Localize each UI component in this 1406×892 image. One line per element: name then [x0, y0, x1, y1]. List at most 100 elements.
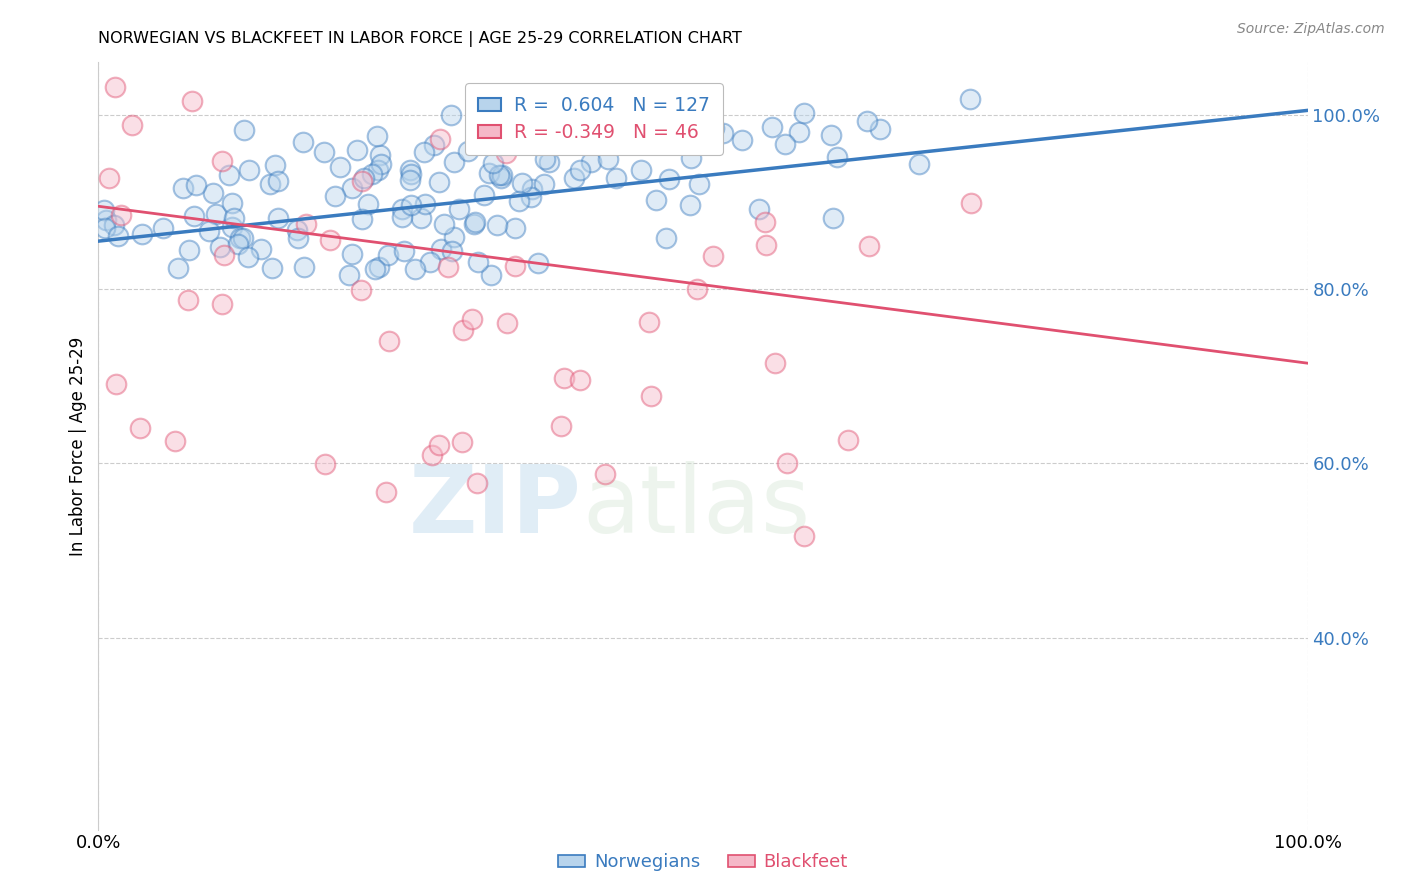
Point: [342, 180, 364, 194]
Point: [787, 125, 810, 139]
Point: [508, 194, 530, 208]
Point: [856, 113, 879, 128]
Point: [399, 163, 422, 178]
Point: [378, 334, 401, 348]
Legend: R =  0.604   N = 127, R = -0.349   N = 46: R = 0.604 N = 127, R = -0.349 N = 46: [465, 83, 723, 155]
Point: [214, 248, 236, 262]
Point: [960, 196, 983, 211]
Point: [364, 262, 387, 277]
Point: [568, 373, 591, 387]
Point: [550, 419, 572, 434]
Point: [368, 147, 391, 161]
Point: [419, 255, 441, 269]
Point: [107, 228, 129, 243]
Point: [433, 218, 456, 232]
Point: [198, 224, 221, 238]
Text: atlas: atlas: [582, 461, 810, 553]
Text: NORWEGIAN VS BLACKFEET IN LABOR FORCE | AGE 25-29 CORRELATION CHART: NORWEGIAN VS BLACKFEET IN LABOR FORCE | …: [98, 31, 742, 47]
Point: [172, 181, 194, 195]
Point: [440, 107, 463, 121]
Point: [491, 171, 513, 186]
Point: [429, 132, 451, 146]
Point: [440, 244, 463, 258]
Point: [569, 163, 592, 178]
Point: [202, 186, 225, 201]
Point: [128, 421, 150, 435]
Point: [312, 145, 335, 159]
Point: [463, 217, 485, 231]
Point: [655, 231, 678, 245]
Point: [688, 177, 710, 191]
Point: [823, 211, 845, 225]
Point: [167, 260, 190, 275]
Point: [837, 434, 859, 448]
Point: [748, 202, 770, 216]
Point: [346, 143, 368, 157]
Point: [581, 155, 603, 169]
Point: [294, 218, 316, 232]
Point: [377, 248, 399, 262]
Point: [512, 110, 534, 124]
Point: [477, 166, 499, 180]
Point: [451, 323, 474, 337]
Point: [754, 214, 776, 228]
Point: [211, 296, 233, 310]
Point: [368, 260, 391, 275]
Point: [236, 250, 259, 264]
Point: [763, 356, 786, 370]
Point: [394, 244, 416, 258]
Point: [401, 167, 423, 181]
Point: [314, 457, 336, 471]
Point: [391, 202, 413, 217]
Point: [103, 218, 125, 232]
Point: [229, 231, 252, 245]
Point: [553, 370, 575, 384]
Point: [702, 249, 724, 263]
Point: [177, 243, 200, 257]
Point: [350, 283, 373, 297]
Point: [131, 227, 153, 241]
Point: [503, 259, 526, 273]
Point: [437, 260, 460, 274]
Point: [97, 170, 120, 185]
Point: [630, 162, 652, 177]
Point: [233, 122, 256, 136]
Point: [183, 209, 205, 223]
Point: [593, 467, 616, 482]
Point: [110, 208, 132, 222]
Point: [703, 121, 725, 136]
Point: [152, 221, 174, 235]
Point: [640, 389, 662, 403]
Point: [520, 182, 543, 196]
Point: [177, 293, 200, 307]
Point: [430, 242, 453, 256]
Point: [754, 237, 776, 252]
Text: ZIP: ZIP: [409, 461, 582, 553]
Point: [250, 242, 273, 256]
Point: [337, 268, 360, 282]
Point: [959, 92, 981, 106]
Point: [793, 529, 815, 543]
Y-axis label: In Labor Force | Age 25-29: In Labor Force | Age 25-29: [69, 336, 87, 556]
Point: [367, 163, 389, 178]
Point: [263, 159, 285, 173]
Point: [208, 240, 231, 254]
Point: [232, 230, 254, 244]
Point: [375, 485, 398, 500]
Point: [181, 94, 204, 108]
Point: [658, 172, 681, 186]
Point: [205, 207, 228, 221]
Point: [319, 233, 342, 247]
Point: [357, 197, 380, 211]
Point: [267, 211, 290, 226]
Point: [411, 211, 433, 225]
Point: [465, 475, 488, 490]
Point: [340, 247, 363, 261]
Point: [461, 312, 484, 326]
Point: [679, 198, 702, 212]
Point: [329, 161, 352, 175]
Point: [104, 80, 127, 95]
Text: Source: ZipAtlas.com: Source: ZipAtlas.com: [1237, 22, 1385, 37]
Point: [538, 155, 561, 169]
Point: [488, 168, 510, 182]
